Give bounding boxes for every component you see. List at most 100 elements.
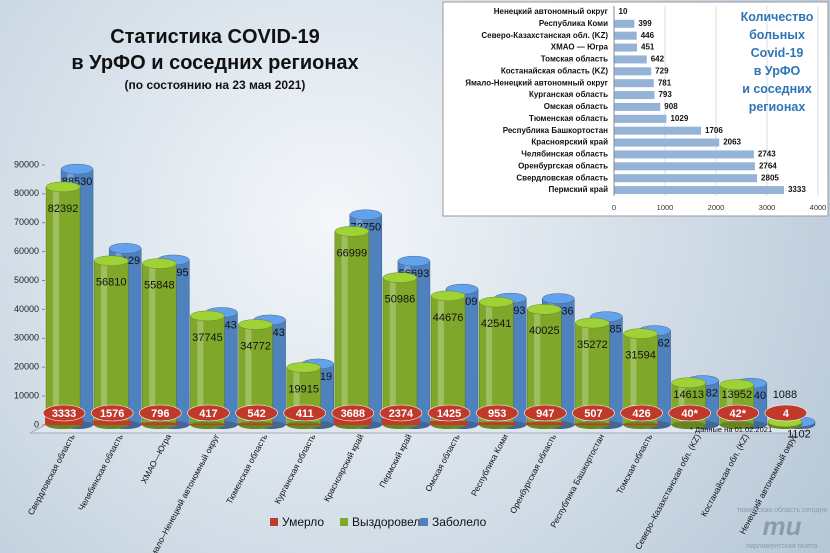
bar (141, 422, 180, 425)
bar-top (93, 255, 129, 267)
value-label: 3333 (788, 185, 806, 194)
y-tick-label: 50000 (14, 275, 39, 285)
y-tick-label: Ненецкий автономный округ (494, 7, 609, 16)
bar-highlight (197, 315, 204, 425)
bar (45, 186, 81, 426)
value-label: 642 (651, 55, 665, 64)
bar (614, 67, 652, 76)
label-pill (139, 404, 182, 422)
x-tick-label: Свердловская область (26, 432, 77, 517)
x-tick-label: Костанайская обл. (KZ) (699, 432, 751, 518)
label-pill (187, 404, 230, 422)
value-label: 44676 (433, 312, 464, 324)
x-tick-label: 0 (612, 203, 616, 212)
bar (93, 420, 132, 425)
y-tick-label: Костанайская область (KZ) (501, 66, 608, 75)
value-label: 542 (247, 408, 265, 420)
value-label: 908 (664, 102, 678, 111)
bar (237, 423, 276, 425)
x-tick-label: Республика Башкортостан (548, 432, 606, 529)
bar-top (542, 293, 575, 304)
bar (478, 422, 517, 425)
bar-top (349, 209, 383, 221)
label-pill (764, 404, 808, 422)
bar-top (397, 255, 431, 267)
title-line: и соседних (742, 82, 812, 96)
y-tick-label: Томская область (541, 55, 608, 64)
bar (614, 162, 755, 171)
bar-highlight (485, 302, 493, 425)
bar-highlight (100, 260, 108, 425)
y-tick-label: Республика Коми (539, 19, 608, 28)
value-label: 34772 (240, 340, 271, 352)
value-label: 66999 (337, 247, 368, 259)
bar-highlight (582, 323, 589, 425)
legend-label: Умерло (282, 515, 324, 529)
y-tick-label: 60000 (14, 246, 39, 256)
bar (334, 231, 370, 426)
value-label: 82392 (48, 203, 79, 215)
y-tick-label: Оренбургская область (518, 161, 608, 170)
value-label: 42* (730, 408, 747, 420)
title-line: регионах (748, 100, 806, 114)
bar (93, 260, 129, 426)
y-tick-label: Республика Башкортостан (503, 126, 608, 135)
value-label: 14613 (673, 389, 704, 401)
bar-top (623, 328, 658, 339)
value-label: 50986 (385, 294, 416, 306)
label-pill (379, 404, 423, 422)
bar-highlight (437, 295, 444, 425)
bar-top (719, 379, 755, 390)
bar (614, 102, 661, 111)
value-label: 3688 (341, 408, 365, 420)
x-tick-label: Красноярский край (321, 432, 365, 503)
value-label: 31594 (625, 350, 656, 362)
bar (381, 418, 420, 425)
title-line: в УрФО (753, 64, 801, 78)
value-label: 35272 (577, 339, 608, 351)
value-label: 2743 (758, 150, 776, 159)
value-label: 507 (584, 408, 602, 420)
y-tick-label: 90000 (14, 159, 39, 169)
y-tick-label: Пермский край (548, 185, 608, 194)
bar (382, 277, 418, 426)
value-label: 399 (638, 19, 652, 28)
chart-title: Статистика COVID-19 в УрФО и соседних ре… (60, 24, 370, 76)
value-label: 1102 (787, 429, 811, 441)
value-label: 37745 (192, 332, 223, 344)
y-tick-label: 20000 (14, 362, 39, 372)
value-label: 4 (783, 408, 790, 420)
label-pill (524, 404, 567, 422)
value-label: 2805 (761, 173, 779, 182)
annotation: * Данные на 01.02.2021 (690, 425, 772, 434)
value-label: 40025 (529, 325, 560, 337)
x-tick-label: ХМАО—Югра (139, 432, 174, 485)
watermark: парламентская газета (746, 543, 817, 550)
value-label: 2764 (759, 161, 777, 170)
title-line: Статистика COVID-19 (110, 26, 320, 48)
bar (189, 423, 228, 425)
label-pill (572, 404, 615, 422)
bar-highlight (389, 277, 396, 425)
value-label: 1576 (100, 408, 124, 420)
y-tick-label: 10000 (14, 390, 39, 400)
y-tick-label: Тюменская область (529, 114, 608, 123)
bar-top (382, 272, 418, 283)
value-label: 411 (296, 408, 314, 420)
bar-highlight (245, 324, 252, 425)
x-tick-label: 2000 (708, 203, 725, 212)
value-label: 451 (641, 43, 655, 52)
y-tick-label: 0 (34, 419, 39, 429)
label-pill (716, 404, 760, 422)
y-tick-label: Курганская область (529, 90, 608, 99)
value-label: 947 (536, 408, 554, 420)
value-label: 417 (199, 408, 217, 420)
bar (430, 420, 469, 425)
x-tick-label: Оренбургская область (508, 432, 559, 515)
bar-highlight (52, 186, 59, 425)
bar-top (527, 304, 562, 315)
bar-top (45, 181, 81, 193)
value-label: 3333 (52, 408, 76, 420)
bar (614, 114, 667, 123)
